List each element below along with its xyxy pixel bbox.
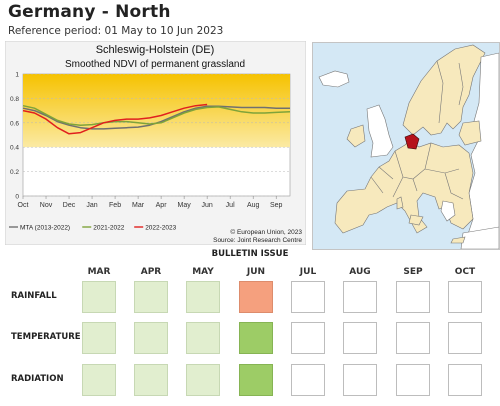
- y-tick-label: 1: [15, 72, 19, 79]
- indicator-cell-temperature-oct: [448, 322, 482, 354]
- x-tick-label: Dec: [63, 202, 76, 209]
- map-crete: [450, 236, 466, 244]
- indicator-cell-radiation-mar: [82, 364, 116, 396]
- indicator-cell-temperature-jun: [239, 322, 273, 354]
- y-tick-label: 0: [15, 194, 19, 201]
- row-label-temperature: TEMPERATURE: [11, 332, 81, 342]
- indicator-cell-radiation-jul: [291, 364, 325, 396]
- chart-title: Schleswig-Holstein (DE): [96, 44, 215, 56]
- credit-source: Source: Joint Research Centre: [213, 237, 302, 244]
- legend-label-2: 2022-2023: [145, 224, 176, 231]
- map-highlight-region: [404, 133, 420, 150]
- map-continental-eu: [334, 140, 474, 234]
- x-tick-label: Mar: [132, 202, 145, 209]
- map-land: [318, 44, 499, 249]
- x-tick-label: Nov: [40, 202, 53, 209]
- indicator-cell-temperature-jul: [291, 322, 325, 354]
- indicator-cell-radiation-oct: [448, 364, 482, 396]
- y-tick-label: 0.6: [10, 120, 19, 127]
- bulletin-issue-header: BULLETIN ISSUE: [211, 249, 289, 259]
- indicator-cell-rainfall-may: [186, 281, 220, 313]
- legend-label-0: MTA (2013-2022): [20, 224, 70, 231]
- x-tick-label: May: [178, 202, 192, 209]
- indicator-cell-radiation-aug: [343, 364, 377, 396]
- indicator-cell-temperature-sep: [396, 322, 430, 354]
- ndvi-chart: Schleswig-Holstein (DE) Smoothed NDVI of…: [5, 41, 306, 245]
- x-tick-label: Sep: [270, 202, 283, 209]
- indicator-cell-radiation-may: [186, 364, 220, 396]
- europe-map: [312, 42, 500, 250]
- y-axis: 0 0.2 0.4 0.6 0.8 1: [10, 72, 19, 201]
- indicator-cell-temperature-apr: [134, 322, 168, 354]
- chart-subtitle: Smoothed NDVI of permanent grassland: [65, 59, 245, 70]
- series-lines: [22, 103, 291, 135]
- y-tick-label: 0.8: [10, 96, 19, 103]
- indicator-cell-radiation-apr: [134, 364, 168, 396]
- month-label-apr: APR: [140, 267, 162, 277]
- map-iceland: [318, 70, 350, 88]
- series-line-1: [22, 104, 291, 126]
- month-label-aug: AUG: [349, 267, 371, 277]
- legend-label-1: 2021-2022: [93, 224, 124, 231]
- x-tick-label: Aug: [247, 202, 260, 209]
- row-label-rainfall: RAINFALL: [11, 291, 57, 301]
- map-great-britain: [366, 104, 394, 158]
- map-ireland: [346, 124, 366, 148]
- y-tick-label: 0.4: [10, 145, 19, 152]
- indicator-cell-rainfall-oct: [448, 281, 482, 313]
- x-tick-label: Feb: [109, 202, 121, 209]
- month-label-sep: SEP: [403, 267, 423, 277]
- y-tick-label: 0.2: [10, 169, 19, 176]
- map-turkey: [460, 226, 499, 249]
- reference-period: Reference period: 01 May to 10 Jun 2023: [8, 25, 224, 37]
- indicator-cell-rainfall-mar: [82, 281, 116, 313]
- map-corsica-sardinia: [396, 196, 404, 210]
- month-label-jun: JUN: [246, 267, 266, 277]
- chart-legend: MTA (2013-2022) 2021-2022 2022-2023: [9, 224, 177, 231]
- ndvi-range-band: [23, 74, 290, 148]
- month-label-oct: OCT: [454, 267, 476, 277]
- row-label-radiation: RADIATION: [11, 374, 64, 384]
- series-line-2: [22, 103, 208, 135]
- map-sicily: [408, 214, 424, 226]
- indicator-cell-temperature-aug: [343, 322, 377, 354]
- indicator-cell-radiation-sep: [396, 364, 430, 396]
- indicator-cell-temperature-mar: [82, 322, 116, 354]
- ndvi-chart-panel: Schleswig-Holstein (DE) Smoothed NDVI of…: [5, 41, 306, 245]
- map-balkans-non-eu: [440, 200, 456, 222]
- x-axis: Oct Nov Dec Jan Feb Mar Apr May Jun Jul Aug Sep: [18, 196, 283, 209]
- indicator-cell-rainfall-jun: [239, 281, 273, 313]
- page-title: Germany - North: [8, 2, 171, 22]
- month-label-may: MAY: [192, 267, 214, 277]
- month-label-mar: MAR: [87, 267, 111, 277]
- map-baltics: [458, 120, 482, 146]
- indicator-cell-rainfall-apr: [134, 281, 168, 313]
- europe-map-drawing: [318, 44, 499, 249]
- indicator-cell-radiation-jun: [239, 364, 273, 396]
- map-sweden-finland-border: [458, 62, 464, 106]
- x-tick-label: Jun: [201, 202, 212, 209]
- month-label-jul: JUL: [299, 267, 317, 277]
- x-tick-label: Jan: [86, 202, 97, 209]
- x-tick-label: Oct: [18, 202, 29, 209]
- indicator-cell-rainfall-aug: [343, 281, 377, 313]
- credit-copyright: © European Union, 2023: [230, 228, 302, 236]
- plot-area: [22, 73, 291, 197]
- map-country-borders: [370, 142, 464, 200]
- indicator-cell-temperature-may: [186, 322, 220, 354]
- x-tick-label: Apr: [156, 202, 168, 209]
- map-norway-sweden-border: [436, 60, 444, 124]
- indicator-cell-rainfall-sep: [396, 281, 430, 313]
- indicator-cell-rainfall-jul: [291, 281, 325, 313]
- x-tick-label: Jul: [226, 202, 235, 209]
